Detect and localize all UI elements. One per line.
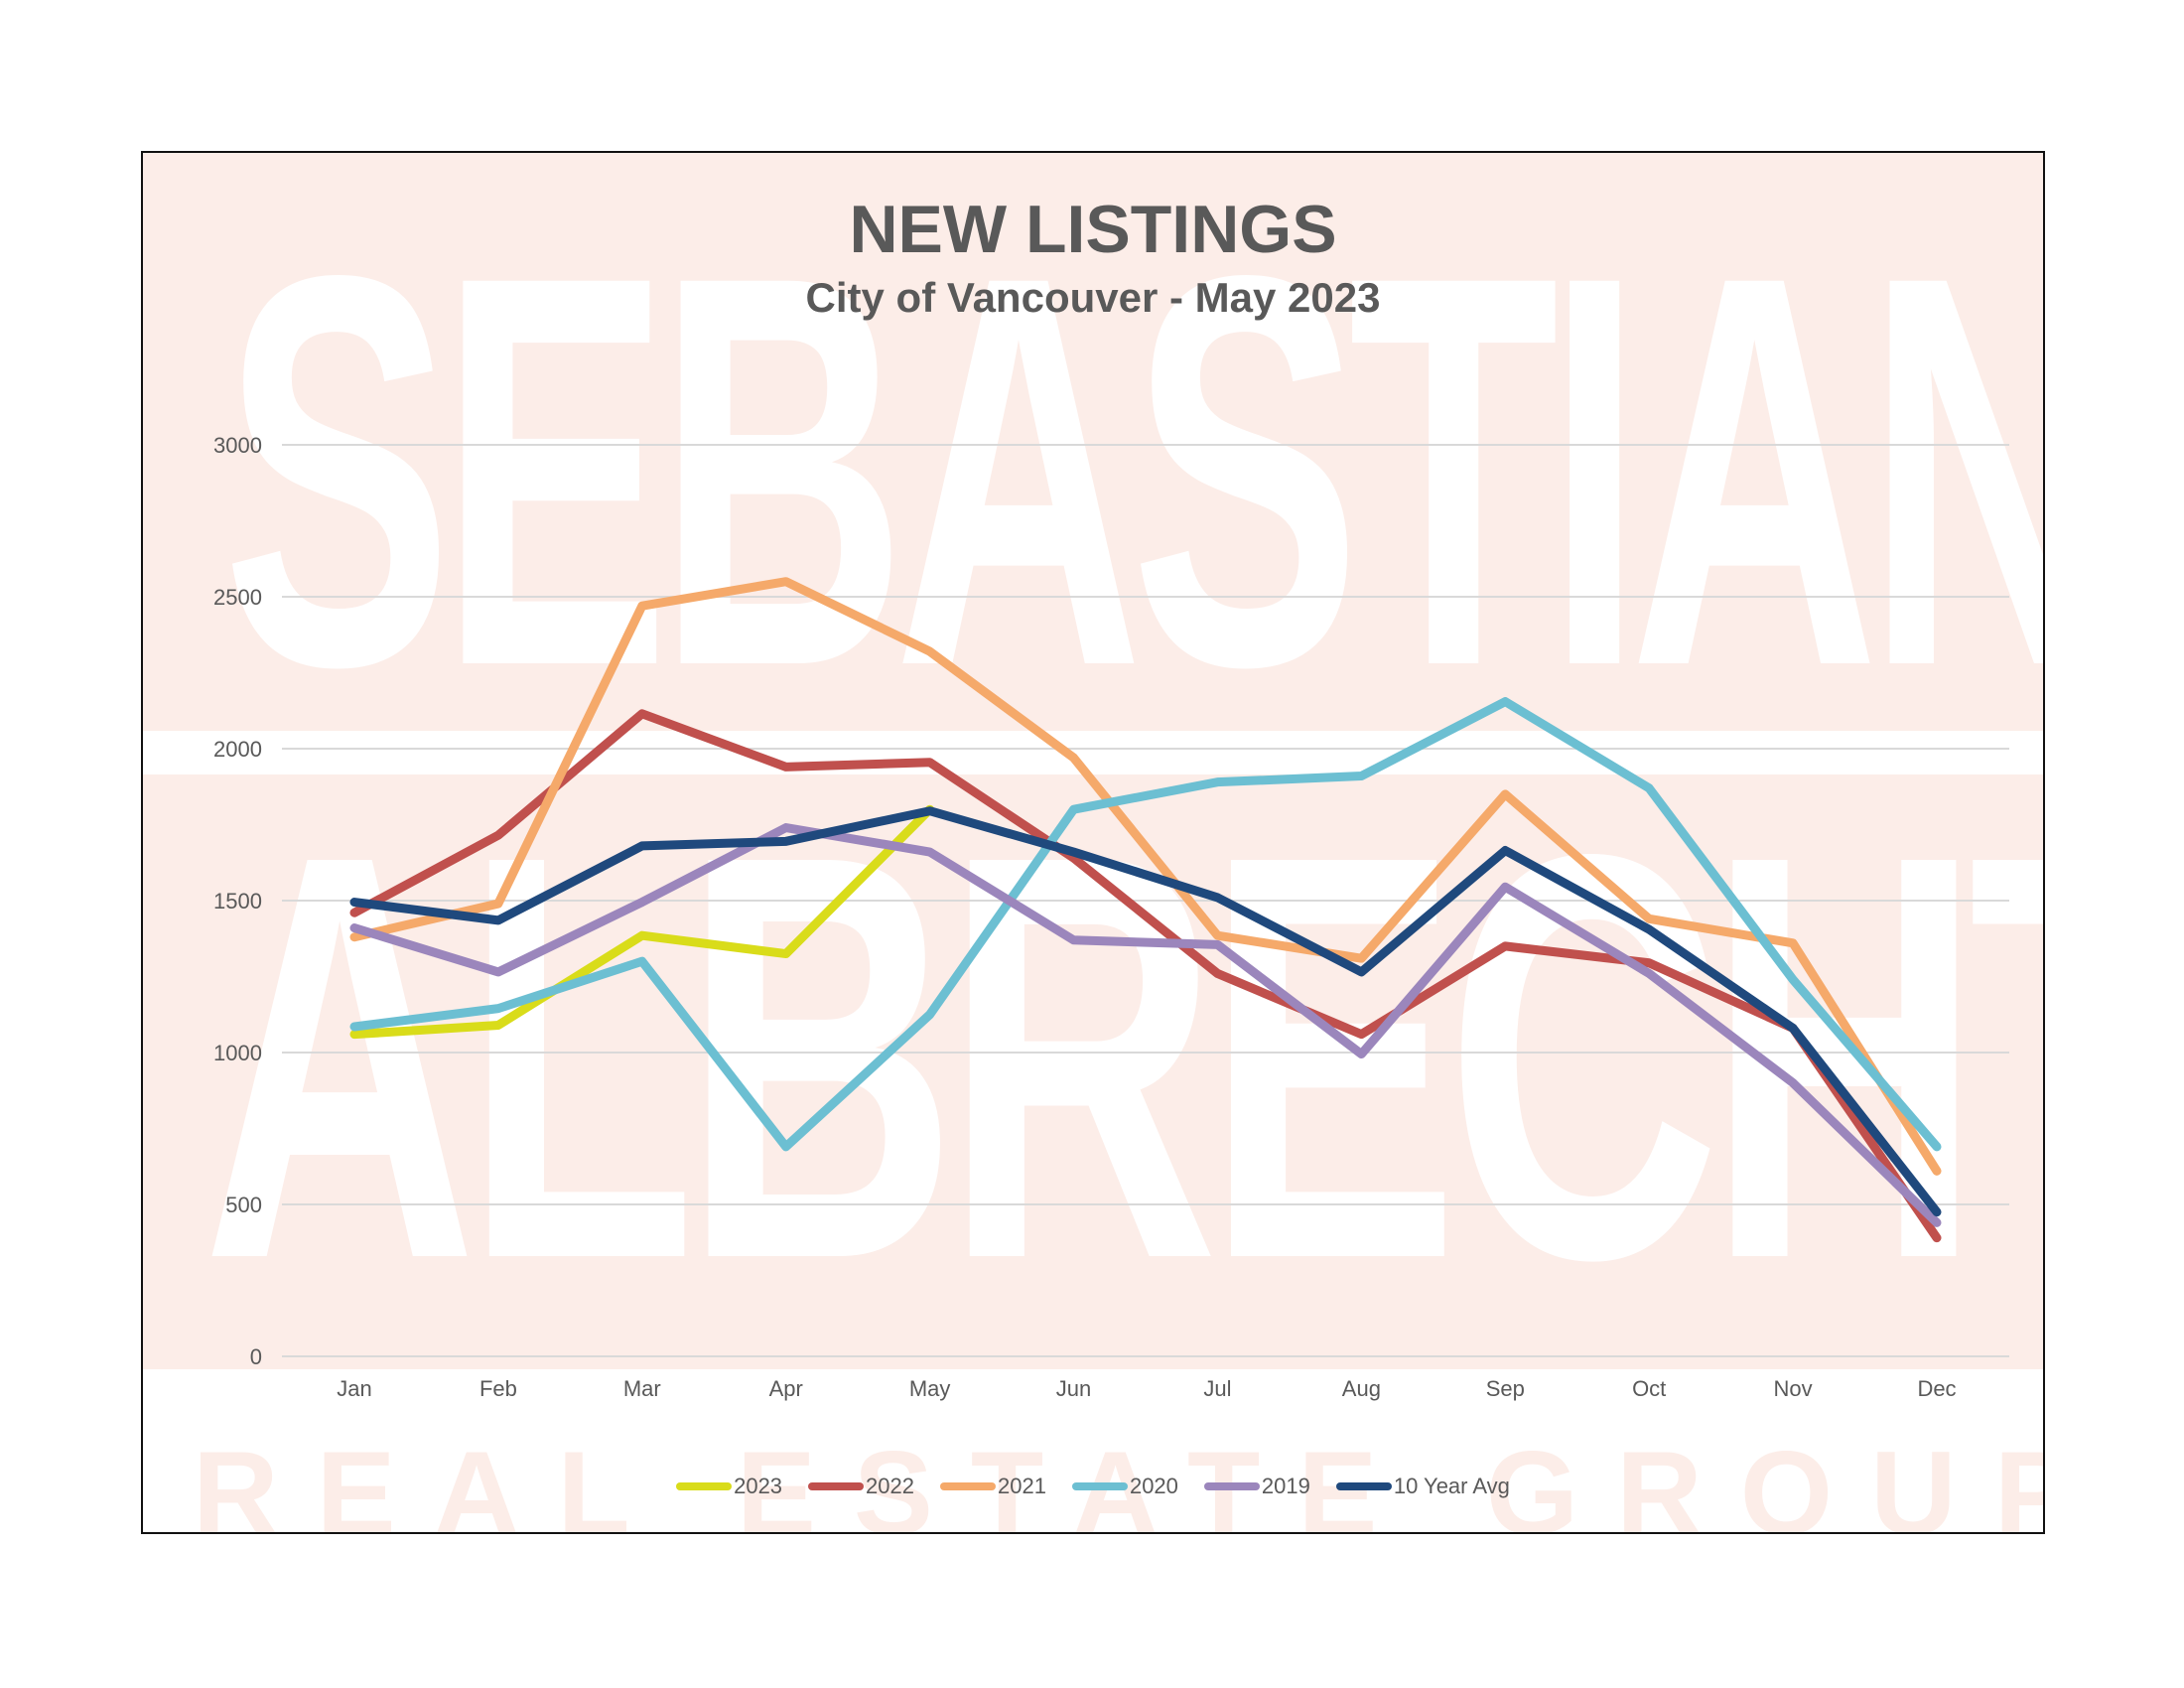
chart-subtitle: City of Vancouver - May 2023 [805, 274, 1381, 321]
x-tick-label: Jan [337, 1376, 371, 1401]
x-tick-label: Mar [623, 1376, 661, 1401]
legend-item: 2019 [1203, 1474, 1310, 1499]
y-tick-label: 2000 [213, 737, 262, 762]
legend-swatch [1335, 1482, 1392, 1490]
legend-item: 2020 [1071, 1474, 1178, 1499]
legend-label: 2023 [734, 1474, 783, 1498]
y-tick-label: 1500 [213, 889, 262, 914]
series-line-2020 [349, 697, 1942, 1152]
x-tick-label: Jul [1203, 1376, 1231, 1401]
legend-label: 10 Year Avg [1393, 1474, 1510, 1498]
legend-swatch [676, 1482, 733, 1490]
y-tick-label: 500 [225, 1193, 262, 1217]
x-tick-label: Oct [1632, 1376, 1666, 1401]
x-tick-label: Feb [479, 1376, 517, 1401]
series-line-2019 [349, 823, 1942, 1227]
series-line-2023 [349, 804, 935, 1040]
x-tick-label: May [909, 1376, 951, 1401]
legend-label: 2020 [1129, 1474, 1178, 1498]
legend-item: 10 Year Avg [1335, 1474, 1510, 1499]
watermark-band [143, 731, 2043, 774]
chart-legend: 2023 2022 2021 2020 2019 10 Year Avg [143, 1474, 2043, 1499]
series-line-2022 [349, 709, 1942, 1243]
chart-frame: SEBASTIAN ALBRECHT REAL ESTATE GROUP NEW… [141, 151, 2045, 1534]
x-tick-label: Apr [769, 1376, 803, 1401]
legend-label: 2021 [998, 1474, 1046, 1498]
y-tick-label: 3000 [213, 433, 262, 458]
legend-swatch [940, 1482, 996, 1490]
x-tick-label: Nov [1774, 1376, 1813, 1401]
y-tick-label: 0 [250, 1344, 262, 1369]
x-tick-label: Dec [1917, 1376, 1956, 1401]
y-tick-label: 2500 [213, 585, 262, 610]
series-line-2021 [349, 577, 1942, 1176]
legend-label: 2022 [866, 1474, 914, 1498]
legend-item: 2021 [940, 1474, 1046, 1499]
legend-swatch [808, 1482, 865, 1490]
line-chart-plot: 0 500 1000 1500 2000 2500 3000 Jan Feb Mar Apr May J… [213, 433, 2009, 1401]
x-tick-label: Aug [1342, 1376, 1381, 1401]
legend-label: 2019 [1261, 1474, 1310, 1498]
series-line-10-year-avg [349, 806, 1942, 1217]
x-tick-label: Jun [1056, 1376, 1091, 1401]
legend-swatch [1203, 1482, 1260, 1490]
chart-title: NEW LISTINGS [849, 192, 1337, 267]
legend-item: 2022 [808, 1474, 914, 1499]
x-tick-label: Sep [1486, 1376, 1525, 1401]
watermark-line1: SEBASTIAN [222, 160, 2045, 781]
legend-item: 2023 [676, 1474, 782, 1499]
y-tick-label: 1000 [213, 1041, 262, 1065]
legend-swatch [1071, 1482, 1128, 1490]
